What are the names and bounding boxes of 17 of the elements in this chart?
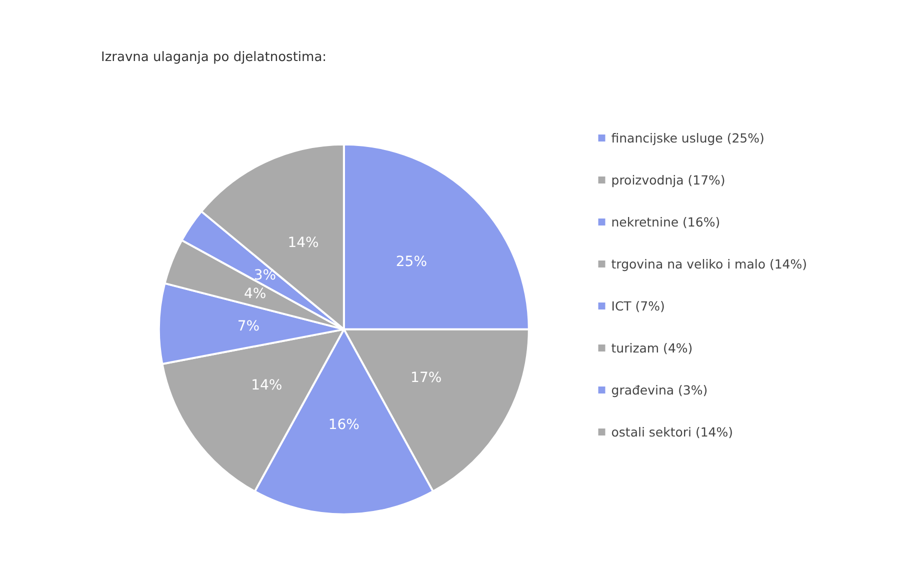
- legend-label: ostali sektori (14%): [611, 424, 734, 440]
- data-label: 3%: [254, 268, 276, 284]
- legend-label: trgovina na veliko i malo (14%): [611, 256, 808, 272]
- legend-label: ICT (7%): [611, 298, 665, 314]
- legend-label: financijske usluge (25%): [611, 130, 764, 146]
- legend-label: građevina (3%): [611, 382, 708, 398]
- chart-title: Izravna ulaganja po djelatnostima:: [101, 50, 327, 65]
- data-label: 25%: [396, 254, 428, 270]
- legend-label: nekretnine (16%): [611, 214, 720, 230]
- data-label: 7%: [237, 318, 260, 334]
- data-label: 4%: [244, 286, 266, 302]
- data-label: 14%: [251, 377, 282, 394]
- data-label: 16%: [328, 416, 360, 433]
- data-label: 17%: [410, 370, 442, 386]
- data-label: 14%: [288, 234, 319, 251]
- legend-label: turizam (4%): [611, 340, 693, 356]
- legend-label: proizvodnja (17%): [611, 172, 726, 188]
